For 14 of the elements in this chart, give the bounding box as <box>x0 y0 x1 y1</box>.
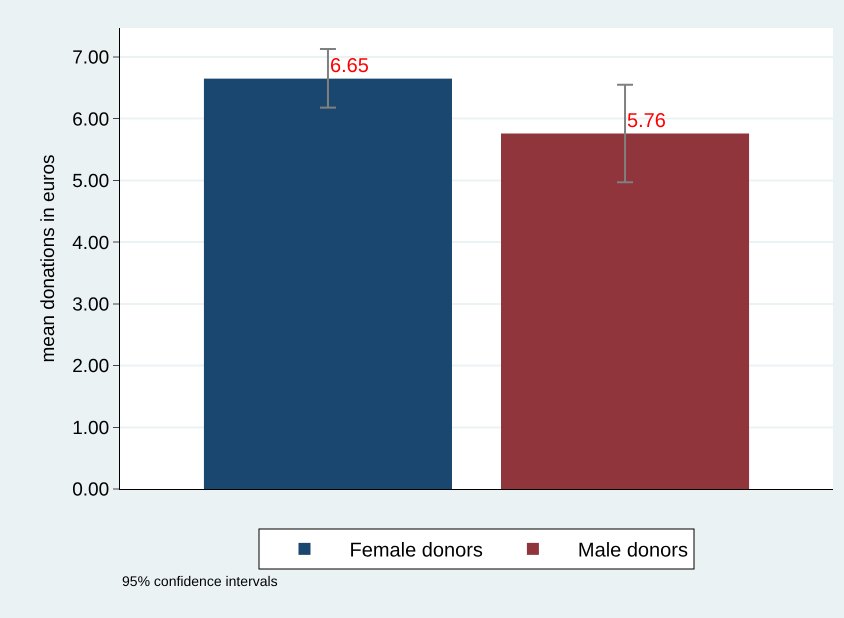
y-tick-label: 3.00 <box>72 294 110 316</box>
y-tick-label: 2.00 <box>72 356 110 378</box>
y-tick-label: 1.00 <box>72 418 110 439</box>
y-tick-label: 4.00 <box>72 232 110 254</box>
y-tick-label: 5.00 <box>72 171 110 192</box>
text: 95% confidence intervals <box>122 573 278 589</box>
data-label: 5.76 <box>627 110 666 132</box>
legend-label: Male donors <box>578 540 688 562</box>
y-tick-label: 7.00 <box>72 48 110 69</box>
y-axis-title: mean donations in euros <box>38 154 60 363</box>
data-label: 6.65 <box>330 55 369 77</box>
y-tick-label: 0.00 <box>72 480 110 501</box>
y-tick-label: 6.00 <box>72 109 110 130</box>
legend-label: Female donors <box>350 540 483 562</box>
